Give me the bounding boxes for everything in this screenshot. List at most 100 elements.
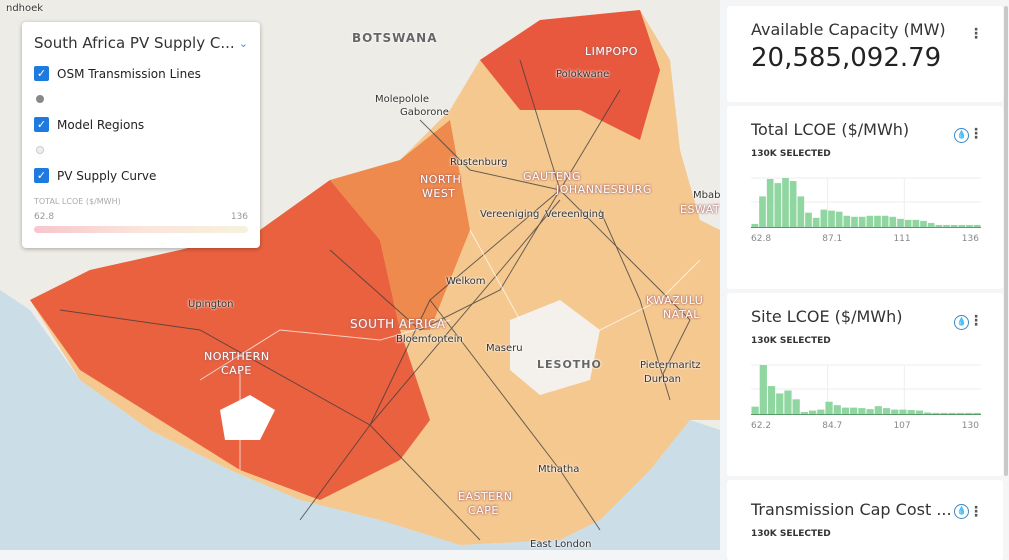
map-label: NATAL bbox=[663, 308, 700, 321]
histogram-bar bbox=[751, 223, 759, 228]
histogram-bar bbox=[882, 408, 891, 415]
transmission-lines bbox=[59, 59, 691, 541]
widget-title: Total LCOE ($/MWh) bbox=[751, 120, 910, 139]
histogram-bar bbox=[935, 224, 943, 228]
histogram-bar bbox=[866, 215, 874, 228]
histogram-bar bbox=[792, 399, 800, 415]
layer-label: PV Supply Curve bbox=[57, 168, 157, 183]
layer-toggle-model-regions[interactable]: ✓ Model Regions bbox=[34, 117, 248, 132]
more-options-icon[interactable]: ⋮ bbox=[969, 126, 983, 142]
histogram-bar bbox=[927, 222, 935, 228]
map-canvas[interactable]: ndhoek BOTSWANA LIMPOPO Polokwane Molepo… bbox=[0, 0, 720, 550]
color-scale-max: 136 bbox=[230, 212, 248, 222]
layer-toggle-transmission[interactable]: ✓ OSM Transmission Lines bbox=[34, 66, 248, 81]
histogram-bar bbox=[943, 224, 950, 228]
map-label: ndhoek bbox=[6, 3, 44, 14]
chevron-down-icon[interactable]: ⌄ bbox=[238, 36, 248, 50]
map-label: NORTHERN bbox=[204, 350, 270, 363]
histogram-bar bbox=[767, 386, 776, 415]
color-drop-icon[interactable]: 💧 bbox=[954, 315, 969, 330]
map-label: Polokwane bbox=[556, 69, 610, 80]
selected-count: 130K SELECTED bbox=[751, 336, 831, 346]
legend-header[interactable]: South Africa PV Supply C... ⌄ bbox=[34, 34, 248, 52]
map-label: WEST bbox=[422, 187, 456, 200]
layer-color-swatch bbox=[36, 95, 44, 103]
map-label: Gaborone bbox=[400, 107, 449, 118]
histogram-bar bbox=[950, 224, 958, 228]
map-label: Mthatha bbox=[538, 464, 580, 475]
histogram-bar bbox=[912, 219, 920, 228]
widget-total-lcoe: Total LCOE ($/MWh) 💧 ⋮ 130K SELECTED 62.… bbox=[727, 106, 1003, 289]
widget-available-capacity: Available Capacity (MW) ⋮ 20,585,092.79 bbox=[727, 6, 1003, 102]
histogram-bar bbox=[841, 407, 850, 415]
axis-tick: 62.8 bbox=[751, 234, 772, 244]
layer-color-swatch bbox=[36, 146, 44, 154]
histogram-bar bbox=[751, 406, 759, 415]
histogram-bar bbox=[835, 211, 843, 228]
histogram-bar bbox=[904, 219, 912, 228]
widget-title: Available Capacity (MW) bbox=[751, 20, 946, 39]
map-label: EASTERN bbox=[458, 490, 513, 503]
histogram-bar bbox=[776, 393, 784, 415]
checkbox-checked-icon[interactable]: ✓ bbox=[34, 117, 49, 132]
map-label: Upington bbox=[188, 299, 234, 310]
histogram-bar bbox=[817, 409, 825, 415]
map-label: East London bbox=[530, 539, 592, 550]
checkbox-checked-icon[interactable]: ✓ bbox=[34, 168, 49, 183]
layer-label: Model Regions bbox=[57, 117, 145, 132]
map-label: Rustenburg bbox=[450, 157, 508, 168]
panel-scrollbar[interactable] bbox=[1004, 6, 1008, 476]
color-scale-title: TOTAL LCOE ($/MWH) bbox=[34, 197, 121, 206]
color-drop-icon[interactable]: 💧 bbox=[954, 128, 969, 143]
axis-tick: 84.7 bbox=[822, 421, 843, 431]
histogram[interactable] bbox=[751, 360, 981, 415]
map-label: Vereeniging bbox=[480, 209, 540, 220]
histogram-bar bbox=[858, 408, 866, 415]
histogram-bar bbox=[874, 406, 882, 415]
histogram-bar bbox=[973, 224, 981, 228]
more-options-icon[interactable]: ⋮ bbox=[969, 313, 983, 329]
axis-tick: 62.2 bbox=[751, 421, 772, 431]
map-label: ESWAT bbox=[680, 203, 720, 216]
histogram-bar bbox=[789, 181, 797, 228]
histogram-bar bbox=[809, 410, 817, 415]
map-label: CAPE bbox=[221, 364, 252, 377]
legend-title: South Africa PV Supply C... bbox=[34, 34, 235, 52]
more-options-icon[interactable]: ⋮ bbox=[969, 504, 983, 520]
histogram-bar bbox=[958, 224, 966, 228]
more-options-icon[interactable]: ⋮ bbox=[969, 26, 983, 42]
histogram-bar bbox=[825, 401, 833, 415]
histogram-bar bbox=[812, 217, 820, 228]
map-graphics bbox=[0, 0, 720, 550]
axis-tick: 107 bbox=[893, 421, 911, 431]
selected-count: 130K SELECTED bbox=[751, 529, 831, 539]
histogram[interactable] bbox=[751, 173, 981, 228]
histogram-bar bbox=[915, 410, 923, 415]
map-label: Vereeniging bbox=[545, 209, 605, 220]
axis-tick: 136 bbox=[961, 234, 979, 244]
map-label: Molepolole bbox=[375, 94, 429, 105]
widget-panel: Available Capacity (MW) ⋮ 20,585,092.79 … bbox=[727, 6, 1003, 560]
widget-transmission-cap-cost: Transmission Cap Cost ... 💧 ⋮ 130K SELEC… bbox=[727, 480, 1003, 560]
histogram-bar bbox=[805, 212, 812, 228]
histogram-bar bbox=[843, 215, 851, 228]
map-label: Pietermaritz bbox=[640, 360, 701, 371]
histogram-bar bbox=[851, 216, 858, 228]
layer-toggle-pv-supply[interactable]: ✓ PV Supply Curve bbox=[34, 168, 248, 183]
map-label: Maseru bbox=[486, 343, 523, 354]
widget-title: Transmission Cap Cost ... bbox=[751, 500, 952, 519]
histogram-bar bbox=[907, 410, 915, 415]
histogram-bar bbox=[881, 215, 889, 228]
histogram-bar bbox=[966, 224, 973, 228]
map-label: CAPE bbox=[468, 504, 499, 517]
axis-tick: 130 bbox=[961, 421, 979, 431]
histogram-bar bbox=[759, 365, 767, 415]
map-label: GAUTENG bbox=[523, 170, 582, 183]
supply-curve-high bbox=[30, 180, 430, 500]
checkbox-checked-icon[interactable]: ✓ bbox=[34, 66, 49, 81]
map-label: Welkom bbox=[446, 276, 486, 287]
widget-site-lcoe: Site LCOE ($/MWh) 💧 ⋮ 130K SELECTED 62.2… bbox=[727, 293, 1003, 476]
histogram-bar bbox=[782, 178, 789, 228]
color-drop-icon[interactable]: 💧 bbox=[954, 504, 969, 519]
axis-tick: 111 bbox=[893, 234, 911, 244]
